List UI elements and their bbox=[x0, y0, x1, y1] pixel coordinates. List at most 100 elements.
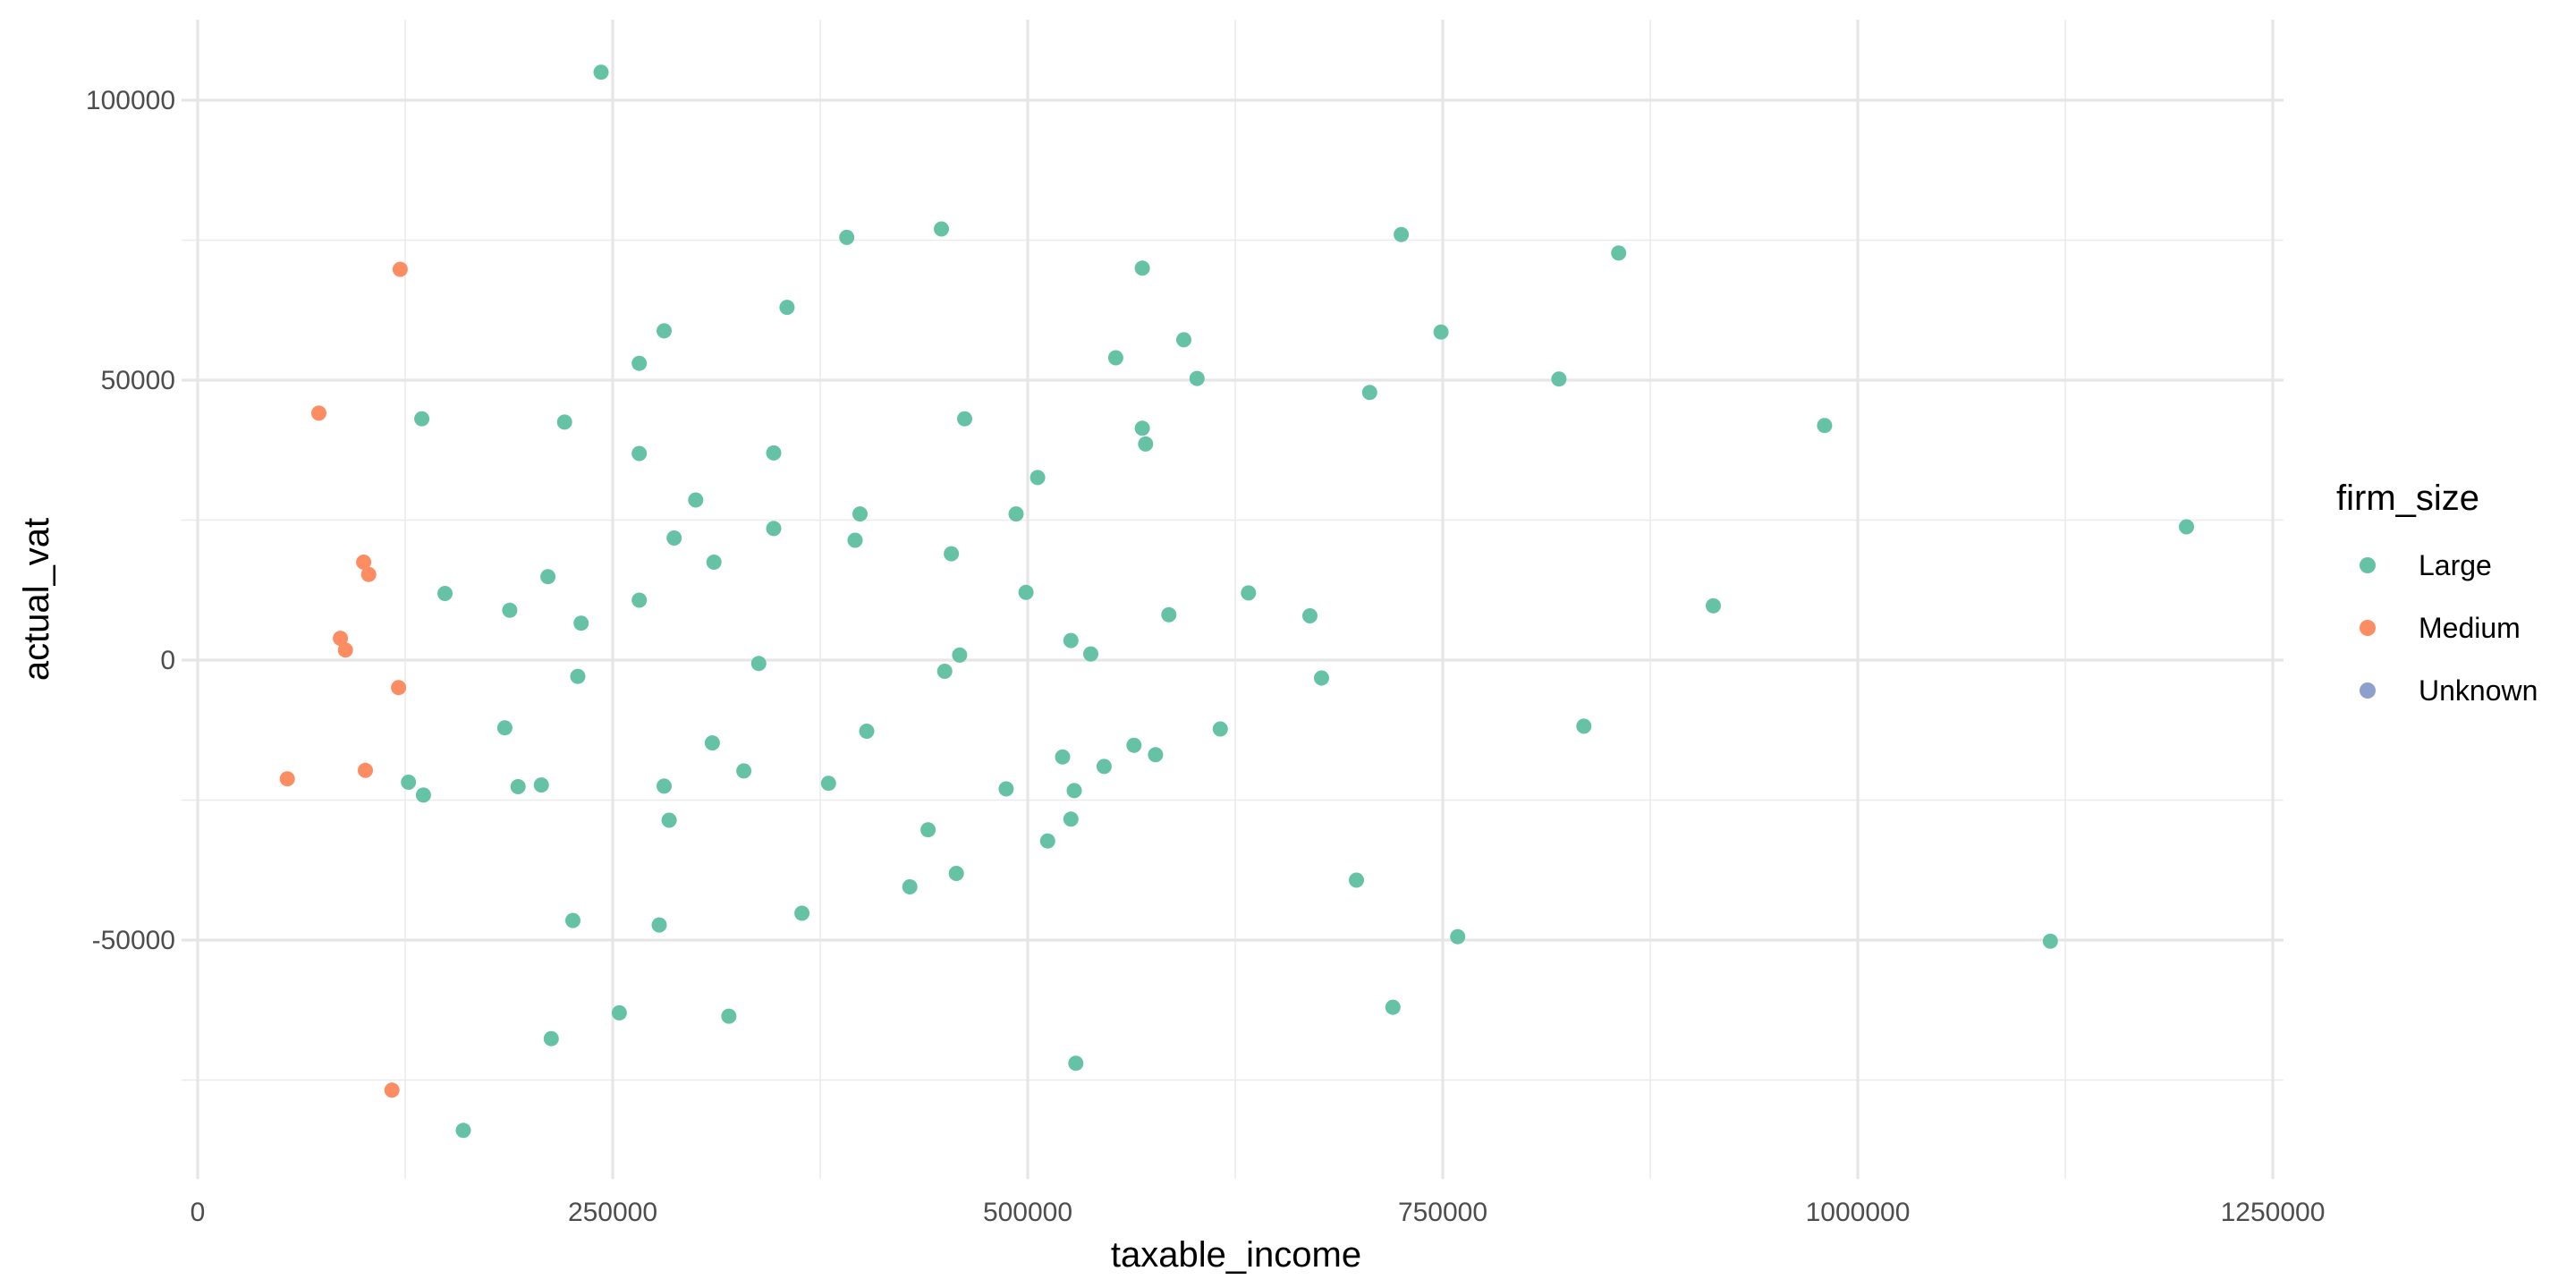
data-point-large bbox=[611, 1004, 627, 1021]
y-tick-label: -50000 bbox=[92, 926, 175, 955]
data-point-large bbox=[1096, 758, 1112, 775]
data-point-medium bbox=[356, 555, 372, 570]
data-point-large bbox=[1450, 928, 1466, 945]
data-point-large bbox=[1551, 371, 1567, 387]
data-point-large bbox=[593, 64, 609, 80]
legend: firm_size Large Medium Unknown bbox=[2336, 479, 2538, 707]
data-point-large bbox=[766, 445, 782, 461]
data-point-large bbox=[1576, 718, 1592, 734]
data-point-large bbox=[1706, 597, 1721, 614]
data-point-large bbox=[839, 229, 855, 245]
data-point-large bbox=[952, 647, 968, 663]
data-point-large bbox=[1611, 245, 1627, 261]
data-point-large bbox=[1134, 420, 1150, 436]
legend-entry-medium: Medium bbox=[2360, 612, 2521, 644]
data-point-large bbox=[1008, 506, 1024, 522]
y-axis-tick-labels: -50000 0 50000 100000 bbox=[86, 86, 175, 955]
data-point-large bbox=[661, 812, 677, 828]
data-point-large bbox=[957, 411, 972, 427]
data-point-large bbox=[2042, 933, 2058, 949]
data-point-large bbox=[902, 879, 918, 894]
grid-minor bbox=[182, 20, 2284, 1179]
data-point-medium bbox=[360, 566, 377, 582]
data-point-large bbox=[766, 521, 782, 537]
data-point-large bbox=[948, 866, 964, 881]
data-point-large bbox=[631, 592, 648, 608]
data-point-large bbox=[543, 1030, 559, 1046]
data-point-large bbox=[1107, 350, 1123, 366]
data-point-large bbox=[2179, 519, 2194, 535]
legend-key-medium bbox=[2360, 620, 2376, 636]
data-point-large bbox=[936, 664, 953, 679]
data-point-large bbox=[794, 905, 810, 921]
data-point-large bbox=[1433, 324, 1449, 340]
data-point-large bbox=[1063, 811, 1079, 827]
legend-label: Medium bbox=[2419, 612, 2521, 644]
data-point-medium bbox=[358, 762, 373, 778]
data-point-medium bbox=[311, 405, 326, 421]
data-point-large bbox=[1349, 872, 1364, 888]
x-tick-label: 250000 bbox=[568, 1198, 657, 1227]
data-point-large bbox=[533, 777, 549, 793]
y-tick-label: 50000 bbox=[101, 366, 175, 395]
grid-major bbox=[182, 20, 2284, 1179]
data-point-large bbox=[721, 1008, 737, 1024]
data-point-large bbox=[415, 787, 431, 803]
data-point-large bbox=[1055, 749, 1071, 765]
data-point-medium bbox=[279, 771, 295, 787]
data-point-large bbox=[998, 781, 1014, 797]
data-point-large bbox=[1212, 721, 1228, 737]
data-point-large bbox=[455, 1123, 471, 1139]
data-point-large bbox=[540, 569, 556, 585]
data-point-large bbox=[736, 763, 752, 779]
data-point-large bbox=[920, 822, 936, 838]
data-point-large bbox=[1126, 737, 1142, 753]
data-point-large bbox=[1039, 833, 1055, 849]
x-axis-title: taxable_income bbox=[1111, 1235, 1361, 1275]
y-axis-title: actual_vat bbox=[17, 518, 56, 681]
data-point-large bbox=[1302, 608, 1318, 623]
data-point-large bbox=[666, 530, 682, 546]
legend-entry-unknown: Unknown bbox=[2360, 674, 2538, 707]
data-point-large bbox=[1030, 470, 1046, 486]
x-tick-label: 0 bbox=[191, 1198, 206, 1227]
data-point-large bbox=[750, 656, 767, 672]
data-point-large bbox=[556, 414, 572, 430]
y-tick-label: 0 bbox=[160, 646, 175, 675]
data-point-large bbox=[1385, 999, 1401, 1015]
legend-entries: Large Medium Unknown bbox=[2360, 549, 2538, 707]
data-point-large bbox=[502, 602, 518, 618]
data-point-medium bbox=[392, 261, 408, 277]
data-point-large bbox=[1241, 585, 1257, 601]
data-point-large bbox=[1314, 670, 1329, 686]
x-tick-label: 1000000 bbox=[1806, 1198, 1911, 1227]
data-point-large bbox=[944, 546, 960, 562]
data-point-large bbox=[570, 668, 586, 684]
data-point-large bbox=[1063, 632, 1079, 648]
data-point-large bbox=[1148, 747, 1164, 763]
data-point-large bbox=[1189, 370, 1205, 386]
data-point-large bbox=[565, 912, 580, 928]
data-point-large bbox=[1083, 646, 1098, 662]
legend-key-unknown bbox=[2360, 682, 2376, 699]
data-point-medium bbox=[384, 1082, 400, 1098]
data-point-large bbox=[631, 355, 648, 371]
data-point-large bbox=[1068, 1055, 1084, 1072]
data-point-medium bbox=[391, 680, 407, 696]
data-points bbox=[279, 64, 2194, 1139]
data-point-large bbox=[1161, 606, 1177, 623]
data-point-large bbox=[852, 506, 868, 522]
data-point-large bbox=[631, 445, 648, 462]
data-point-large bbox=[401, 775, 417, 790]
data-point-large bbox=[1361, 385, 1377, 401]
x-tick-label: 500000 bbox=[983, 1198, 1072, 1227]
data-point-large bbox=[1138, 436, 1154, 452]
data-point-large bbox=[414, 411, 430, 427]
data-point-large bbox=[1134, 260, 1150, 276]
data-point-large bbox=[859, 724, 875, 739]
legend-entry-large: Large bbox=[2360, 549, 2492, 581]
data-point-large bbox=[820, 775, 836, 792]
data-point-large bbox=[437, 586, 453, 601]
data-point-medium bbox=[333, 631, 349, 647]
